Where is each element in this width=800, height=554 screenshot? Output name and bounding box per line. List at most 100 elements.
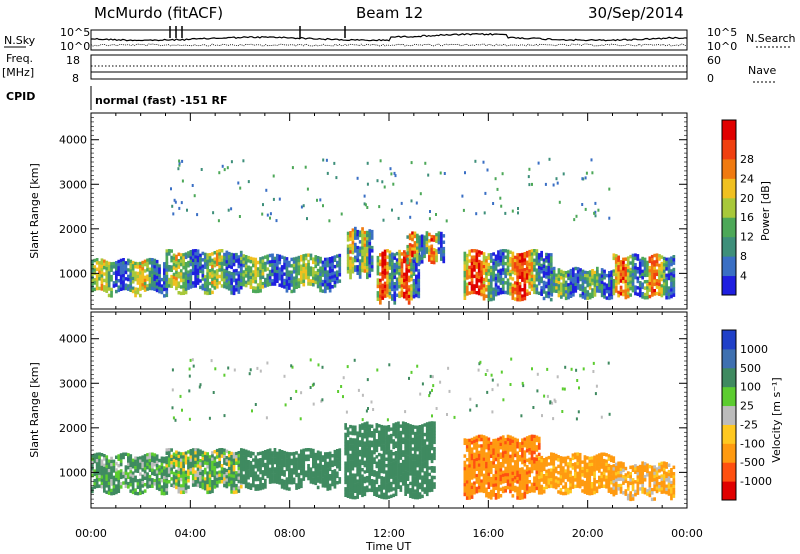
data-cell [579, 274, 582, 279]
data-cell [405, 255, 409, 259]
data-cell [122, 274, 125, 278]
data-cell [387, 453, 391, 458]
data-cell [237, 258, 241, 262]
data-cell [194, 258, 197, 263]
data-cell [392, 442, 395, 446]
data-cell [555, 273, 558, 277]
data-cell [227, 274, 231, 278]
data-cell [124, 283, 128, 287]
data-cell [170, 278, 173, 282]
data-cell [189, 256, 193, 260]
data-cell [540, 263, 543, 268]
data-cell [187, 276, 190, 281]
data-cell [356, 265, 360, 269]
data-cell [497, 447, 500, 451]
data-cell [244, 449, 248, 453]
data-cell [314, 258, 318, 262]
data-cell [276, 257, 279, 261]
data-cell [344, 423, 347, 427]
data-cell [139, 491, 142, 495]
data-cell [404, 486, 407, 490]
data-cell [418, 450, 422, 455]
data-cell [266, 474, 270, 479]
data-cell [333, 481, 337, 486]
data-cell [506, 453, 510, 458]
data-cell [338, 266, 342, 271]
data-cell [112, 475, 116, 480]
data-cell [177, 252, 181, 257]
data-cell [264, 466, 267, 470]
data-cell [376, 259, 380, 263]
data-cell [470, 274, 474, 279]
data-cell [667, 257, 671, 261]
data-cell [223, 461, 226, 465]
data-cell [358, 485, 362, 489]
data-cell [485, 474, 488, 479]
data-cell [513, 479, 517, 483]
data-cell [385, 447, 388, 452]
data-cell [513, 440, 517, 445]
data-cell [273, 275, 277, 280]
data-cell [540, 270, 543, 274]
data-cell [264, 485, 267, 489]
data-cell [465, 496, 469, 500]
data-cell [240, 276, 243, 280]
data-cell [167, 454, 171, 458]
data-cell [316, 456, 320, 461]
data-cell [124, 484, 128, 488]
data-cell [103, 463, 106, 468]
data-cell [468, 480, 471, 484]
data-cell [404, 489, 407, 493]
data-cell [665, 273, 668, 278]
data-cell [119, 459, 123, 464]
data-cell [232, 452, 236, 456]
data-cell [608, 293, 611, 297]
data-cell [256, 487, 260, 491]
data-cell [463, 261, 467, 265]
data-cell [309, 279, 313, 283]
data-cell [485, 265, 488, 270]
data-cell [314, 264, 318, 269]
data-cell [361, 240, 364, 244]
data-cell [225, 257, 229, 261]
data-cell [415, 293, 418, 298]
data-cell [249, 464, 253, 468]
data-cell [119, 281, 123, 285]
data-cell [432, 257, 436, 262]
data-cell [95, 261, 99, 265]
data-cell [177, 470, 181, 475]
data-cell [328, 474, 332, 478]
data-cell [306, 187, 309, 191]
data-cell [497, 456, 500, 461]
data-cell [95, 455, 99, 460]
data-cell [148, 280, 152, 284]
data-cell [172, 279, 176, 283]
data-cell [385, 428, 388, 433]
data-cell [528, 253, 531, 257]
data-cell [319, 480, 322, 484]
data-cell [537, 291, 541, 295]
data-cell [465, 260, 469, 264]
data-cell [312, 273, 315, 277]
data-cell [338, 253, 342, 258]
data-cell [103, 470, 106, 474]
data-cell [516, 281, 519, 286]
data-cell [387, 495, 391, 499]
colorbar-tick-label: 28 [740, 153, 754, 166]
data-cell [211, 274, 214, 279]
data-cell [349, 437, 352, 442]
data-cell [506, 272, 510, 276]
data-cell [612, 256, 616, 261]
data-cell [232, 278, 236, 283]
data-cell [312, 458, 315, 462]
data-cell [593, 283, 597, 288]
data-cell [252, 464, 255, 469]
data-cell [295, 272, 298, 277]
data-cell [473, 475, 476, 479]
data-cell [344, 435, 347, 440]
data-cell [497, 492, 500, 496]
data-cell [302, 260, 306, 264]
data-cell [206, 487, 209, 491]
data-cell [271, 451, 274, 455]
data-cell [201, 485, 205, 490]
